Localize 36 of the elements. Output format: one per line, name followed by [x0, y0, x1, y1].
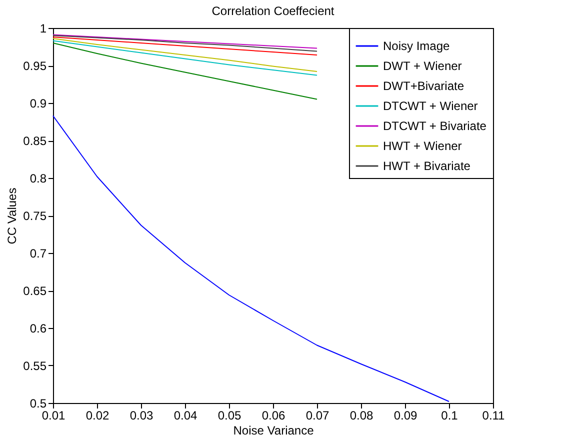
y-tick-label: 0.75 — [23, 209, 47, 223]
x-tick-label: 0.06 — [262, 408, 286, 422]
y-axis-title: CC Values — [5, 188, 20, 244]
x-tick-label: 0.1 — [441, 408, 458, 422]
x-tick-label: 0.02 — [86, 408, 110, 422]
legend-label: HWT + Bivariate — [383, 159, 471, 173]
y-tick-label: 1 — [40, 22, 47, 36]
y-tick-label: 0.7 — [30, 246, 47, 260]
legend-label: DTCWT + Wiener — [383, 99, 478, 113]
x-tick-label: 0.05 — [218, 408, 242, 422]
legend-label: DWT + Wiener — [383, 59, 462, 73]
line-series — [52, 36, 318, 56]
x-tick-label: 0.09 — [394, 408, 418, 422]
x-tick-label: 0.11 — [482, 408, 506, 422]
y-tick-label: 0.85 — [23, 134, 47, 148]
y-tick-label: 0.8 — [30, 172, 47, 186]
line-series — [52, 42, 318, 100]
y-tick-label: 0.6 — [30, 322, 47, 336]
x-tick-label: 0.01 — [42, 408, 66, 422]
y-tick-label: 0.65 — [23, 284, 47, 298]
x-tick-label: 0.08 — [350, 408, 374, 422]
x-axis-title: Noise Variance — [233, 424, 314, 438]
x-tick-label: 0.07 — [306, 408, 330, 422]
line-series — [52, 35, 318, 52]
legend-label: DTCWT + Bivariate — [383, 119, 487, 133]
y-tick-label: 0.5 — [30, 396, 47, 410]
x-tick-label: 0.03 — [130, 408, 154, 422]
legend-label: HWT + Wiener — [383, 139, 462, 153]
legend-label: Noisy Image — [383, 39, 450, 53]
line-series — [52, 34, 318, 49]
x-tick-label: 0.04 — [174, 408, 198, 422]
legend-label: DWT+Bivariate — [383, 79, 464, 93]
y-tick-label: 0.9 — [30, 96, 47, 110]
y-tick-label: 0.95 — [23, 59, 47, 73]
y-tick-label: 0.55 — [23, 359, 47, 373]
chart-title: Correlation Coeffecient — [212, 4, 335, 18]
